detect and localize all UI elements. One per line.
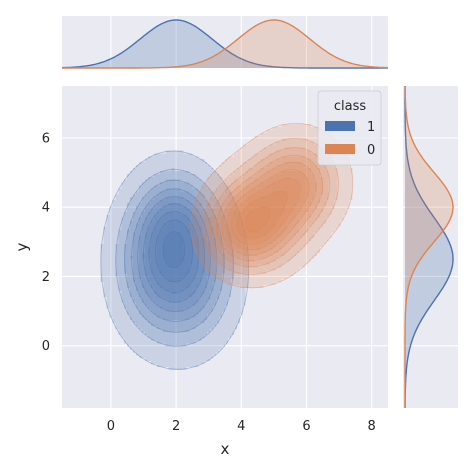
density-contour-line-class-1 [124,179,225,333]
legend: class 1 0 [317,90,382,166]
y-tick-label: 6 [42,131,50,146]
density-class-0 [190,122,354,289]
x-tick-label: 4 [237,419,245,434]
density-band-class-1 [162,232,184,268]
x-tick-label: 8 [368,419,376,434]
y-axis-label: y [13,242,31,251]
x-tick-label: 2 [172,419,180,434]
density-contour-line-class-1 [131,188,218,322]
density-class-1 [100,150,250,370]
legend-title: class [334,99,366,114]
density-contour-line-class-1 [115,169,234,347]
density-band-class-0 [216,156,323,262]
density-contour-line-class-0 [210,147,331,267]
density-band-class-0 [236,191,288,239]
top-marginal-area-class-1 [62,20,388,68]
density-band-class-1 [142,203,205,303]
density-band-class-1 [100,150,249,370]
right-marginal-line-class-0 [404,86,454,408]
right-marginal-density [404,86,454,408]
density-band-class-0 [204,138,338,274]
density-contour-line-class-0 [231,177,301,246]
tick-labels: 0 2 4 6 8 0 2 4 6 [42,131,376,434]
density-band-class-0 [222,162,317,256]
density-contour-line-class-1 [148,211,200,293]
density-band-class-1 [147,211,199,294]
top-marginal-background [62,16,388,68]
density-contours [100,122,354,370]
density-band-class-1 [115,167,234,347]
legend-label-1: 1 [367,120,375,135]
legend-label-0: 0 [367,143,375,158]
y-tick-label: 0 [42,339,50,354]
density-contour-line-class-1 [100,150,250,370]
y-tick-label: 4 [42,201,50,216]
density-contour-line-class-0 [236,190,288,240]
legend-swatch-1 [325,121,355,131]
density-band-class-0 [230,176,300,245]
density-band-class-0 [192,124,353,288]
density-contour-line-class-0 [221,161,317,256]
density-band-class-0 [245,206,270,233]
density-band-class-1 [156,220,193,283]
x-tick-label: 0 [107,419,115,434]
density-band-class-0 [210,147,329,268]
x-tick-label: 6 [302,419,310,434]
density-band-class-1 [139,197,211,312]
density-contour-line-class-1 [137,196,211,312]
y-tick-label: 2 [42,270,50,285]
density-contour-line-class-1 [155,219,193,283]
x-axis-label: x [221,440,230,458]
density-contour-line-class-0 [226,169,310,251]
density-contour-line-class-1 [143,203,205,303]
top-marginal-area-class-0 [62,20,388,68]
density-contour-line-class-0 [216,154,323,261]
density-band-class-1 [124,179,225,332]
density-band-class-0 [227,170,308,250]
right-marginal-line-class-1 [404,86,454,408]
density-band-class-1 [130,188,217,321]
top-marginal-line-class-0 [62,19,389,69]
density-contour-line-class-0 [202,138,339,275]
density-contour-line-class-0 [244,206,271,232]
density-contour-line-class-1 [162,231,185,269]
top-marginal-density [61,19,389,69]
legend-swatch-0 [325,144,355,154]
